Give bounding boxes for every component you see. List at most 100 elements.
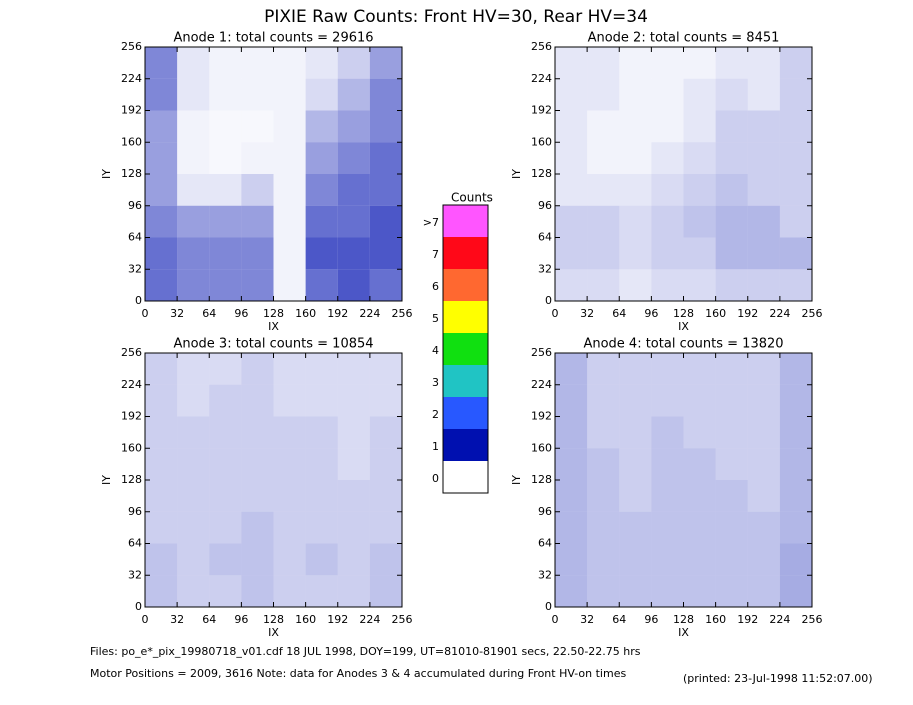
x-tick-label: 128 (673, 307, 694, 320)
heat-cell (651, 205, 684, 238)
heat-cell (305, 237, 338, 270)
heat-cell (177, 575, 210, 607)
heat-cell (145, 511, 178, 544)
heat-cell (619, 47, 652, 79)
heat-cell (619, 511, 652, 544)
heat-cell (747, 47, 780, 79)
heat-cell (177, 78, 210, 111)
heat-cell (305, 47, 338, 79)
heat-cell (619, 416, 652, 449)
heat-cell (145, 269, 178, 301)
heat-cell (145, 543, 178, 576)
x-tick-label: 64 (202, 613, 216, 626)
heat-cell (715, 142, 748, 174)
heat-cell (273, 47, 306, 79)
heat-cell (337, 480, 370, 512)
heat-cell (747, 448, 780, 480)
heat-cell (715, 353, 748, 385)
heat-cell (145, 575, 178, 607)
heat-cell (779, 78, 812, 111)
heat-cell (305, 416, 338, 449)
x-tick-label: 128 (263, 613, 284, 626)
x-tick-label: 96 (644, 307, 658, 320)
colorbar-cell (443, 205, 488, 237)
heat-cell (747, 174, 780, 206)
heat-cell (747, 480, 780, 512)
colorbar-label: 3 (432, 376, 439, 389)
heat-cell (369, 543, 402, 576)
heat-cell (209, 269, 242, 301)
heat-cell (779, 384, 812, 417)
y-tick-label: 64 (538, 231, 552, 244)
heat-cell (779, 205, 812, 238)
heat-cell (305, 110, 338, 143)
heat-cell (369, 142, 402, 174)
heat-cell (305, 575, 338, 607)
heat-cell (337, 47, 370, 79)
heat-cell (241, 142, 274, 174)
heat-cell (683, 174, 716, 206)
heat-cell (273, 110, 306, 143)
colorbar-label: 4 (432, 344, 439, 357)
heat-cell (177, 384, 210, 417)
heat-cell (337, 416, 370, 449)
heat-cell (715, 480, 748, 512)
heat-cell (555, 384, 588, 417)
x-tick-label: 192 (327, 613, 348, 626)
heat-cell (209, 237, 242, 270)
heat-cell (273, 416, 306, 449)
heat-cell (747, 237, 780, 270)
heat-cell (177, 110, 210, 143)
heat-cell (683, 543, 716, 576)
heat-cell (587, 353, 620, 385)
footer-motor: Motor Positions = 2009, 3616 Note: data … (90, 667, 626, 680)
x-tick-label: 256 (802, 307, 823, 320)
colorbar-cell (443, 461, 488, 493)
heat-cell (177, 353, 210, 385)
heat-cell (273, 543, 306, 576)
heat-cell (619, 269, 652, 301)
colorbar-cell (443, 301, 488, 333)
heat-cell (619, 237, 652, 270)
heat-cell (683, 448, 716, 480)
y-tick-label: 256 (531, 346, 552, 359)
heat-cell (715, 543, 748, 576)
y-tick-label: 32 (538, 262, 552, 275)
heat-cell (651, 575, 684, 607)
heat-cell (683, 575, 716, 607)
heat-cell (619, 543, 652, 576)
x-tick-label: 96 (644, 613, 658, 626)
heat-cell (145, 142, 178, 174)
y-tick-label: 96 (538, 505, 552, 518)
heat-cell (619, 480, 652, 512)
heat-cell (241, 269, 274, 301)
heat-cell (241, 511, 274, 544)
heat-cell (241, 448, 274, 480)
heat-cell (305, 269, 338, 301)
heat-cell (209, 480, 242, 512)
heat-cell (779, 174, 812, 206)
heat-cell (555, 47, 588, 79)
heat-cell (369, 384, 402, 417)
colorbar-label: 1 (432, 440, 439, 453)
heat-cell (747, 142, 780, 174)
heat-cell (273, 480, 306, 512)
heat-cell (651, 47, 684, 79)
heat-cell (779, 543, 812, 576)
heat-cell (337, 575, 370, 607)
y-tick-label: 96 (538, 199, 552, 212)
x-axis-label: IX (268, 320, 279, 333)
heat-cell (241, 174, 274, 206)
heat-cell (145, 237, 178, 270)
heat-cell (715, 47, 748, 79)
heat-cell (619, 205, 652, 238)
heat-cell (779, 353, 812, 385)
heat-cell (177, 448, 210, 480)
heat-cell (651, 142, 684, 174)
heat-cell (273, 205, 306, 238)
x-tick-label: 192 (737, 307, 758, 320)
heat-cell (337, 237, 370, 270)
heat-cell (651, 174, 684, 206)
y-tick-label: 32 (538, 568, 552, 581)
colorbar-cell (443, 365, 488, 397)
